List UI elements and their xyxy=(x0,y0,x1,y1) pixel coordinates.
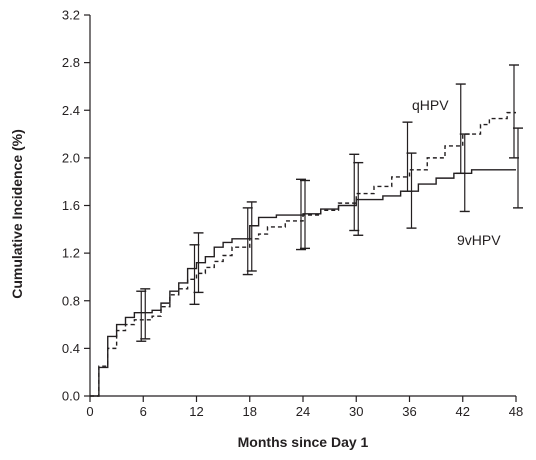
error-bar-qhpv-42 xyxy=(455,83,466,175)
error-bar-qhpv-6 xyxy=(136,290,147,342)
x-axis-title: Months since Day 1 xyxy=(238,434,369,450)
labels: Cumulative Incidence (%) Months since Da… xyxy=(9,97,501,450)
error-bar-qhpv-24 xyxy=(296,178,306,251)
y-tick-label: 1.2 xyxy=(62,246,80,261)
error-bar-qhpv-36 xyxy=(402,121,413,192)
error-bar-qhpv-48 xyxy=(509,64,519,159)
x-tick-label: 12 xyxy=(189,404,203,419)
series-line-qhpv xyxy=(90,111,516,397)
y-tick-label: 0.0 xyxy=(62,389,80,404)
x-tick-label: 48 xyxy=(509,404,523,419)
series-label-qhpv: qHPV xyxy=(412,97,449,113)
x-tick-label: 36 xyxy=(402,404,416,419)
x-tick-label: 24 xyxy=(296,404,310,419)
error-bar-9vhpv-18 xyxy=(246,201,257,272)
error-bar-qhpv-30 xyxy=(349,153,360,232)
y-tick-label: 2.0 xyxy=(62,150,80,165)
error-bar-9vhpv-24 xyxy=(300,179,310,250)
error-bar-9vhpv-12 xyxy=(193,232,204,294)
series-layer xyxy=(90,111,516,397)
x-tick-label: 42 xyxy=(456,404,470,419)
error-bar-qhpv-12 xyxy=(189,244,200,306)
x-tick-label: 18 xyxy=(243,404,257,419)
series-label-9vhpv: 9vHPV xyxy=(457,232,501,248)
axes: 0.0 0.4 0.8 1.2 1.6 2.0 2.4 2.8 3.2 0 6 12 18 24 30 36 4… xyxy=(62,8,523,420)
y-tick-label: 0.8 xyxy=(62,293,80,308)
error-bar-9vhpv-6 xyxy=(140,288,151,340)
error-bar-9vhpv-48 xyxy=(513,127,523,209)
y-tick-label: 2.8 xyxy=(62,55,80,70)
error-bar-qhpv-18 xyxy=(242,207,253,276)
error-bars xyxy=(136,64,523,342)
y-axis-title: Cumulative Incidence (%) xyxy=(9,129,25,299)
y-tick-label: 1.6 xyxy=(62,198,80,213)
x-tick-label: 30 xyxy=(349,404,363,419)
y-tick-label: 2.4 xyxy=(62,103,80,118)
error-bar-9vhpv-30 xyxy=(353,161,364,236)
y-tick-label: 0.4 xyxy=(62,341,80,356)
series-line-9vhpv xyxy=(90,169,516,397)
x-tick-label: 6 xyxy=(140,404,147,419)
y-tick-label: 3.2 xyxy=(62,8,80,23)
x-tick-label: 0 xyxy=(86,404,93,419)
